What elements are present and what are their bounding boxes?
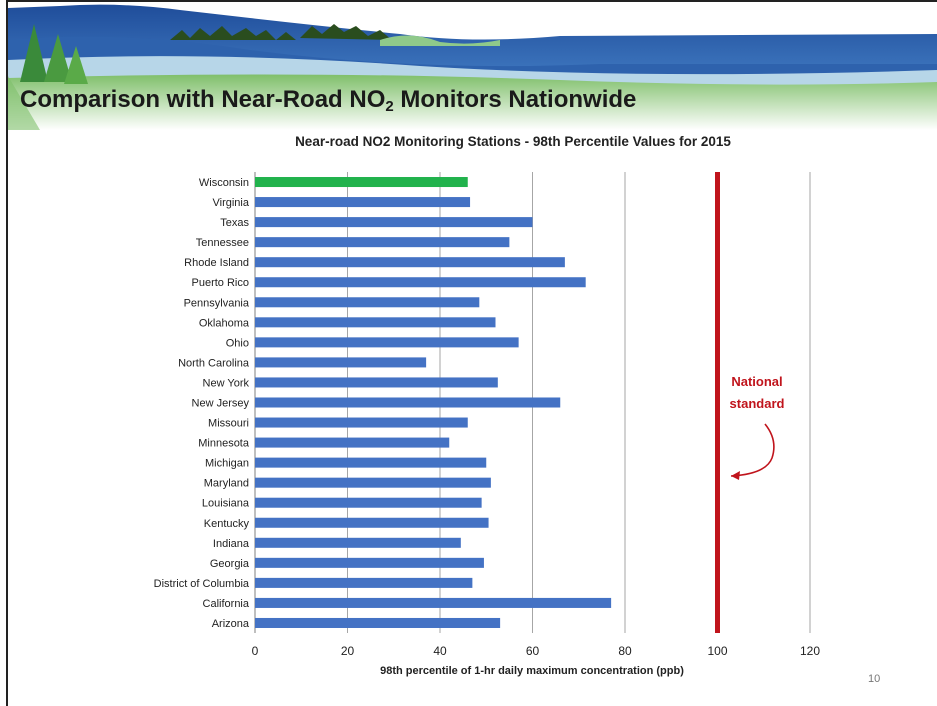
category-label: New Jersey	[192, 398, 250, 410]
bar	[255, 277, 586, 288]
bar	[255, 597, 612, 608]
category-label: Michigan	[205, 458, 249, 470]
category-label: Minnesota	[198, 438, 250, 450]
x-tick-label: 100	[707, 644, 727, 658]
bar	[255, 317, 496, 328]
bar	[255, 337, 519, 348]
bar	[255, 197, 471, 208]
category-label: Texas	[220, 217, 249, 229]
x-tick-labels: 0 20 40 60 80 100 120	[252, 644, 821, 658]
bar	[255, 357, 427, 368]
national-standard-label-line2: standard	[730, 396, 785, 411]
chart-title: Near-road NO2 Monitoring Stations - 98th…	[295, 134, 731, 149]
bar	[255, 417, 468, 428]
bar	[255, 617, 501, 628]
category-label: New York	[203, 377, 250, 389]
bar	[255, 537, 461, 548]
slide-title-tail: Monitors Nationwide	[393, 86, 637, 113]
bar	[255, 297, 480, 308]
category-label: Arizona	[212, 618, 250, 630]
chart-bars	[255, 177, 612, 628]
category-label: Oklahoma	[199, 317, 250, 329]
category-label: District of Columbia	[154, 578, 250, 590]
category-label: Missouri	[208, 418, 249, 430]
bar	[255, 257, 565, 268]
slide-border-top	[6, 0, 937, 2]
category-label: Pennsylvania	[184, 297, 250, 309]
bar	[255, 437, 450, 448]
national-standard-arrow	[730, 423, 775, 477]
category-label: Louisiana	[202, 498, 250, 510]
bar	[255, 237, 510, 248]
x-tick-label: 40	[433, 644, 447, 658]
category-label: Maryland	[204, 478, 249, 490]
bar	[255, 177, 468, 188]
national-standard-arrowhead	[731, 471, 740, 480]
bar	[255, 557, 484, 568]
category-label: Ohio	[226, 337, 249, 349]
x-axis-label: 98th percentile of 1-hr daily maximum co…	[380, 665, 684, 677]
slide-title-subscript: 2	[385, 98, 394, 115]
x-tick-label: 20	[341, 644, 355, 658]
bar	[255, 217, 533, 228]
bar	[255, 517, 489, 528]
bar	[255, 577, 473, 588]
category-label: California	[203, 598, 250, 610]
category-labels: Wisconsin Virginia Texas Tennessee Rhode Isl…	[154, 177, 250, 630]
page-number: 10	[868, 673, 881, 685]
slide-title: Comparison with Near-Road NO2 Monitors N…	[20, 86, 636, 115]
category-label: Georgia	[210, 558, 250, 570]
x-tick-label: 120	[800, 644, 820, 658]
category-label: Tennessee	[196, 237, 249, 249]
category-label: Indiana	[213, 538, 250, 550]
bar	[255, 497, 482, 508]
bar	[255, 477, 491, 488]
category-label: Rhode Island	[184, 257, 249, 269]
bar	[255, 377, 498, 388]
header-banner	[8, 4, 937, 130]
bar	[255, 457, 487, 468]
x-tick-label: 80	[618, 644, 632, 658]
bar	[255, 397, 561, 408]
category-label: Wisconsin	[199, 177, 249, 189]
category-label: Puerto Rico	[192, 277, 249, 289]
national-standard-label-line1: National	[731, 374, 782, 389]
national-standard-line	[715, 172, 720, 633]
x-tick-label: 0	[252, 644, 259, 658]
category-label: North Carolina	[178, 357, 250, 369]
category-label: Kentucky	[204, 518, 250, 530]
slide-border-left	[6, 0, 8, 706]
category-label: Virginia	[213, 197, 250, 209]
slide-title-main: Comparison with Near-Road NO	[20, 86, 386, 113]
x-tick-label: 60	[526, 644, 540, 658]
